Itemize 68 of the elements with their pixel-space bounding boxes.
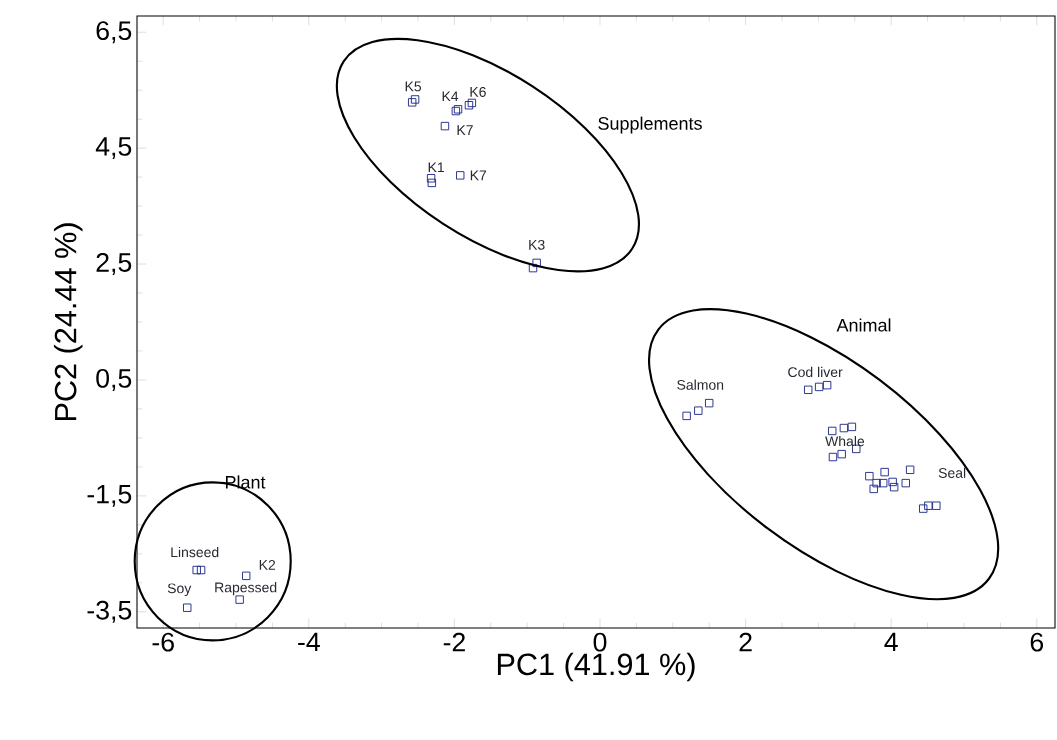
point — [847, 422, 857, 432]
point — [878, 478, 888, 488]
point — [410, 95, 420, 104]
annotation: Linseed — [171, 546, 219, 558]
annotation: Supplements — [598, 116, 702, 134]
annotation: K3 — [529, 239, 545, 250]
y-tick-label: 2,5 — [96, 253, 132, 276]
point — [528, 263, 538, 273]
point — [919, 504, 928, 513]
annotation: K4 — [442, 91, 459, 102]
annotation: Rapessed — [215, 582, 277, 596]
point — [440, 121, 450, 131]
point — [839, 423, 849, 433]
point — [872, 478, 881, 488]
point — [456, 171, 465, 180]
point — [901, 478, 910, 488]
x-tick-label: -4 — [298, 632, 320, 652]
y-tick-label: 6,5 — [96, 21, 132, 44]
y-tick-label: 4,5 — [95, 137, 132, 160]
annotation: K7 — [457, 125, 473, 135]
point — [828, 426, 837, 436]
point — [705, 398, 714, 408]
point — [192, 565, 201, 575]
point — [196, 565, 206, 575]
point — [837, 449, 846, 459]
x-tick-label: -6 — [152, 632, 174, 652]
y-tick-label: -3,5 — [87, 600, 132, 623]
x-axis-title: PC1 (41.91 %) — [497, 652, 695, 682]
point — [407, 98, 417, 107]
point — [828, 452, 838, 462]
point — [880, 467, 889, 477]
annotation: Cod liver — [788, 366, 843, 378]
point — [242, 571, 251, 581]
point — [822, 380, 832, 390]
point — [924, 501, 933, 510]
annotation: Salmon — [677, 379, 724, 390]
point — [888, 477, 897, 487]
annotation: K6 — [470, 86, 486, 97]
annotation: Animal — [836, 318, 891, 332]
point — [869, 484, 878, 494]
x-tick-label: -2 — [443, 632, 465, 652]
y-axis-title: PC2 (24.44 %) — [53, 223, 83, 421]
point — [682, 411, 691, 421]
y-tick-label: -1,5 — [87, 484, 132, 507]
x-tick-label: 2 — [739, 632, 752, 652]
annotation: K2 — [259, 559, 276, 570]
point — [814, 382, 824, 392]
x-tick-label: 6 — [1030, 632, 1044, 652]
x-tick-label: 0 — [593, 632, 607, 652]
annotation: Soy — [167, 583, 192, 597]
point — [426, 174, 436, 183]
annotation: Seal — [938, 467, 966, 478]
annotation: Plant — [225, 475, 266, 489]
y-tick-label: 0,5 — [96, 368, 132, 391]
point — [183, 603, 192, 612]
point — [694, 406, 703, 415]
point — [889, 482, 899, 492]
point — [905, 465, 915, 474]
annotation: K1 — [428, 162, 444, 173]
annotation: K7 — [470, 170, 487, 181]
point — [804, 385, 813, 395]
x-tick-label: 4 — [884, 632, 898, 652]
annotation: K5 — [405, 81, 422, 92]
annotation: Whale — [825, 435, 865, 447]
point — [532, 258, 541, 268]
point — [865, 471, 874, 481]
point — [932, 501, 941, 510]
point — [427, 178, 437, 188]
